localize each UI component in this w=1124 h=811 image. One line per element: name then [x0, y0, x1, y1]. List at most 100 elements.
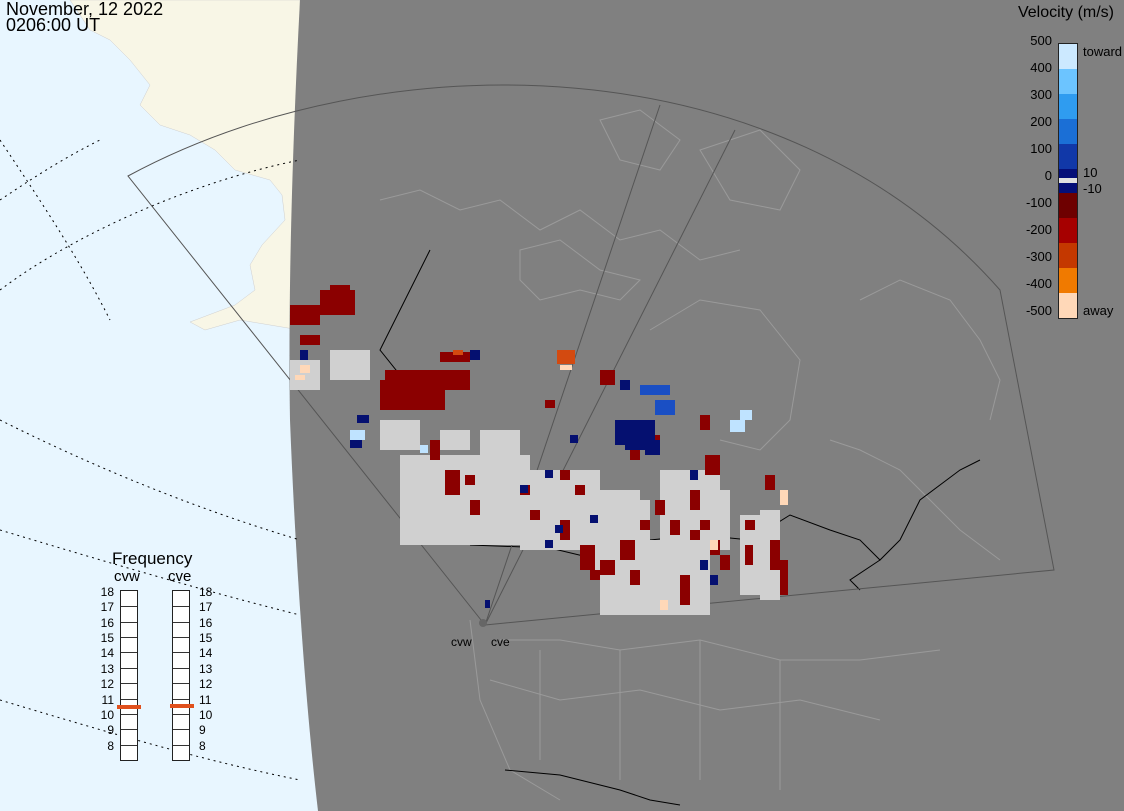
freq-marker-cvw [117, 705, 141, 710]
frequency-grid-line [173, 621, 189, 623]
velocity-legend-title: Velocity (m/s) [1017, 4, 1114, 21]
alaska-land [69, 0, 301, 331]
frequency-label-right: 12 [199, 677, 213, 692]
radar-cell [290, 305, 320, 325]
frequency-label-right: 11 [199, 692, 212, 707]
freq-marker-cve [170, 703, 194, 708]
radar-cell [600, 560, 615, 575]
radar-cell [480, 430, 520, 470]
velocity-tick-label: 500 [1030, 33, 1052, 48]
frequency-label-left: 17 [100, 600, 114, 615]
frequency-label-right: 9 [199, 723, 206, 738]
radar-cell [690, 490, 700, 510]
colorbar-band [1059, 193, 1077, 219]
velocity-tick-label: -200 [1025, 222, 1052, 237]
colorbar-band [1059, 293, 1077, 318]
frequency-label-left: 9 [107, 723, 114, 738]
radar-cell [453, 350, 463, 355]
frequency-label-left: 11 [101, 692, 114, 707]
frequency-grid-line [121, 621, 137, 623]
frequency-grid-line [121, 637, 137, 639]
radar-cell [440, 352, 470, 362]
velocity-tick-label: -500 [1025, 303, 1052, 318]
frequency-label-left: 14 [100, 646, 114, 661]
radar-cell [530, 510, 540, 520]
cve-frequency-column [172, 590, 190, 761]
radar-cell [600, 370, 615, 385]
velocity-tick-label: 200 [1030, 114, 1052, 129]
radar-cell [680, 575, 690, 605]
frequency-label-right: 18 [199, 585, 213, 599]
radar-cell [765, 475, 775, 490]
radar-cell [570, 435, 578, 443]
radar-cell [420, 445, 428, 453]
radar-cell [740, 410, 752, 420]
radar-cell [470, 500, 480, 515]
radar-cell [350, 430, 365, 440]
radar-cell [545, 400, 555, 408]
minus10-label: -10 [1083, 181, 1102, 196]
radar-cell [295, 375, 305, 380]
colorbar-band [1059, 243, 1077, 269]
radar-cell [700, 415, 710, 430]
frequency-grid-line [121, 683, 137, 685]
radar-cell [555, 525, 563, 533]
frequency-grid-line [121, 667, 137, 669]
radar-cell [655, 500, 665, 515]
radar-cell [430, 440, 440, 460]
frequency-grid-line [173, 606, 189, 608]
frequency-label-right: 16 [199, 615, 213, 630]
radar-cell [745, 520, 755, 530]
frequency-title: Frequency [112, 549, 193, 568]
frequency-grid-line [121, 698, 137, 700]
radar-cell [720, 555, 730, 570]
velocity-tick-label: 0 [1044, 168, 1052, 183]
velocity-tick-label: -100 [1025, 195, 1052, 210]
colorbar-zero-band [1059, 178, 1077, 183]
frequency-grid-line [121, 652, 137, 654]
colorbar-band [1059, 118, 1077, 145]
frequency-grid-line [173, 713, 189, 715]
radar-cell [690, 530, 700, 540]
radar-cell [590, 515, 598, 523]
velocity-tick-label: 100 [1030, 141, 1052, 156]
radar-cell [455, 380, 465, 390]
velocity-colorbar [1058, 43, 1078, 319]
frequency-grid-line [173, 652, 189, 654]
coastlines [379, 109, 1001, 801]
radar-cells [290, 285, 788, 615]
radar-cell [590, 570, 600, 580]
radar-cell [575, 485, 585, 495]
radar-cell [300, 350, 308, 360]
radar-cell [445, 470, 460, 495]
radar-cell [470, 350, 480, 360]
radar-cell [380, 380, 420, 410]
radar-cell [557, 350, 575, 364]
radar-cell [710, 575, 718, 585]
away-label: away [1083, 303, 1114, 318]
radar-cell [357, 415, 369, 423]
radar-cell [770, 540, 780, 570]
date-label: November, 12 2022 [6, 0, 164, 19]
velocity-tick-label: -400 [1025, 276, 1052, 291]
colorbar-band [1059, 268, 1077, 294]
colorbar-band [1059, 93, 1077, 120]
colorbar-band [1059, 143, 1077, 170]
time-label: 0206:00 UT [6, 15, 101, 35]
radar-cell [645, 440, 660, 455]
radar-cell [400, 510, 440, 545]
cvw-frequency-column [120, 590, 138, 761]
radar-cell [700, 560, 708, 570]
frequency-grid-line [173, 698, 189, 700]
radar-cell [620, 540, 635, 560]
radar-cell [380, 420, 420, 450]
colorbar-band [1059, 218, 1077, 244]
radar-site-marker [479, 619, 487, 627]
radar-cell [560, 520, 570, 540]
radar-cell [330, 285, 350, 300]
plus10-label: 10 [1083, 165, 1098, 180]
graticule [0, 139, 301, 781]
cve-site-label: cve [491, 635, 510, 649]
cvw-frequency-label: cvw [114, 568, 140, 585]
